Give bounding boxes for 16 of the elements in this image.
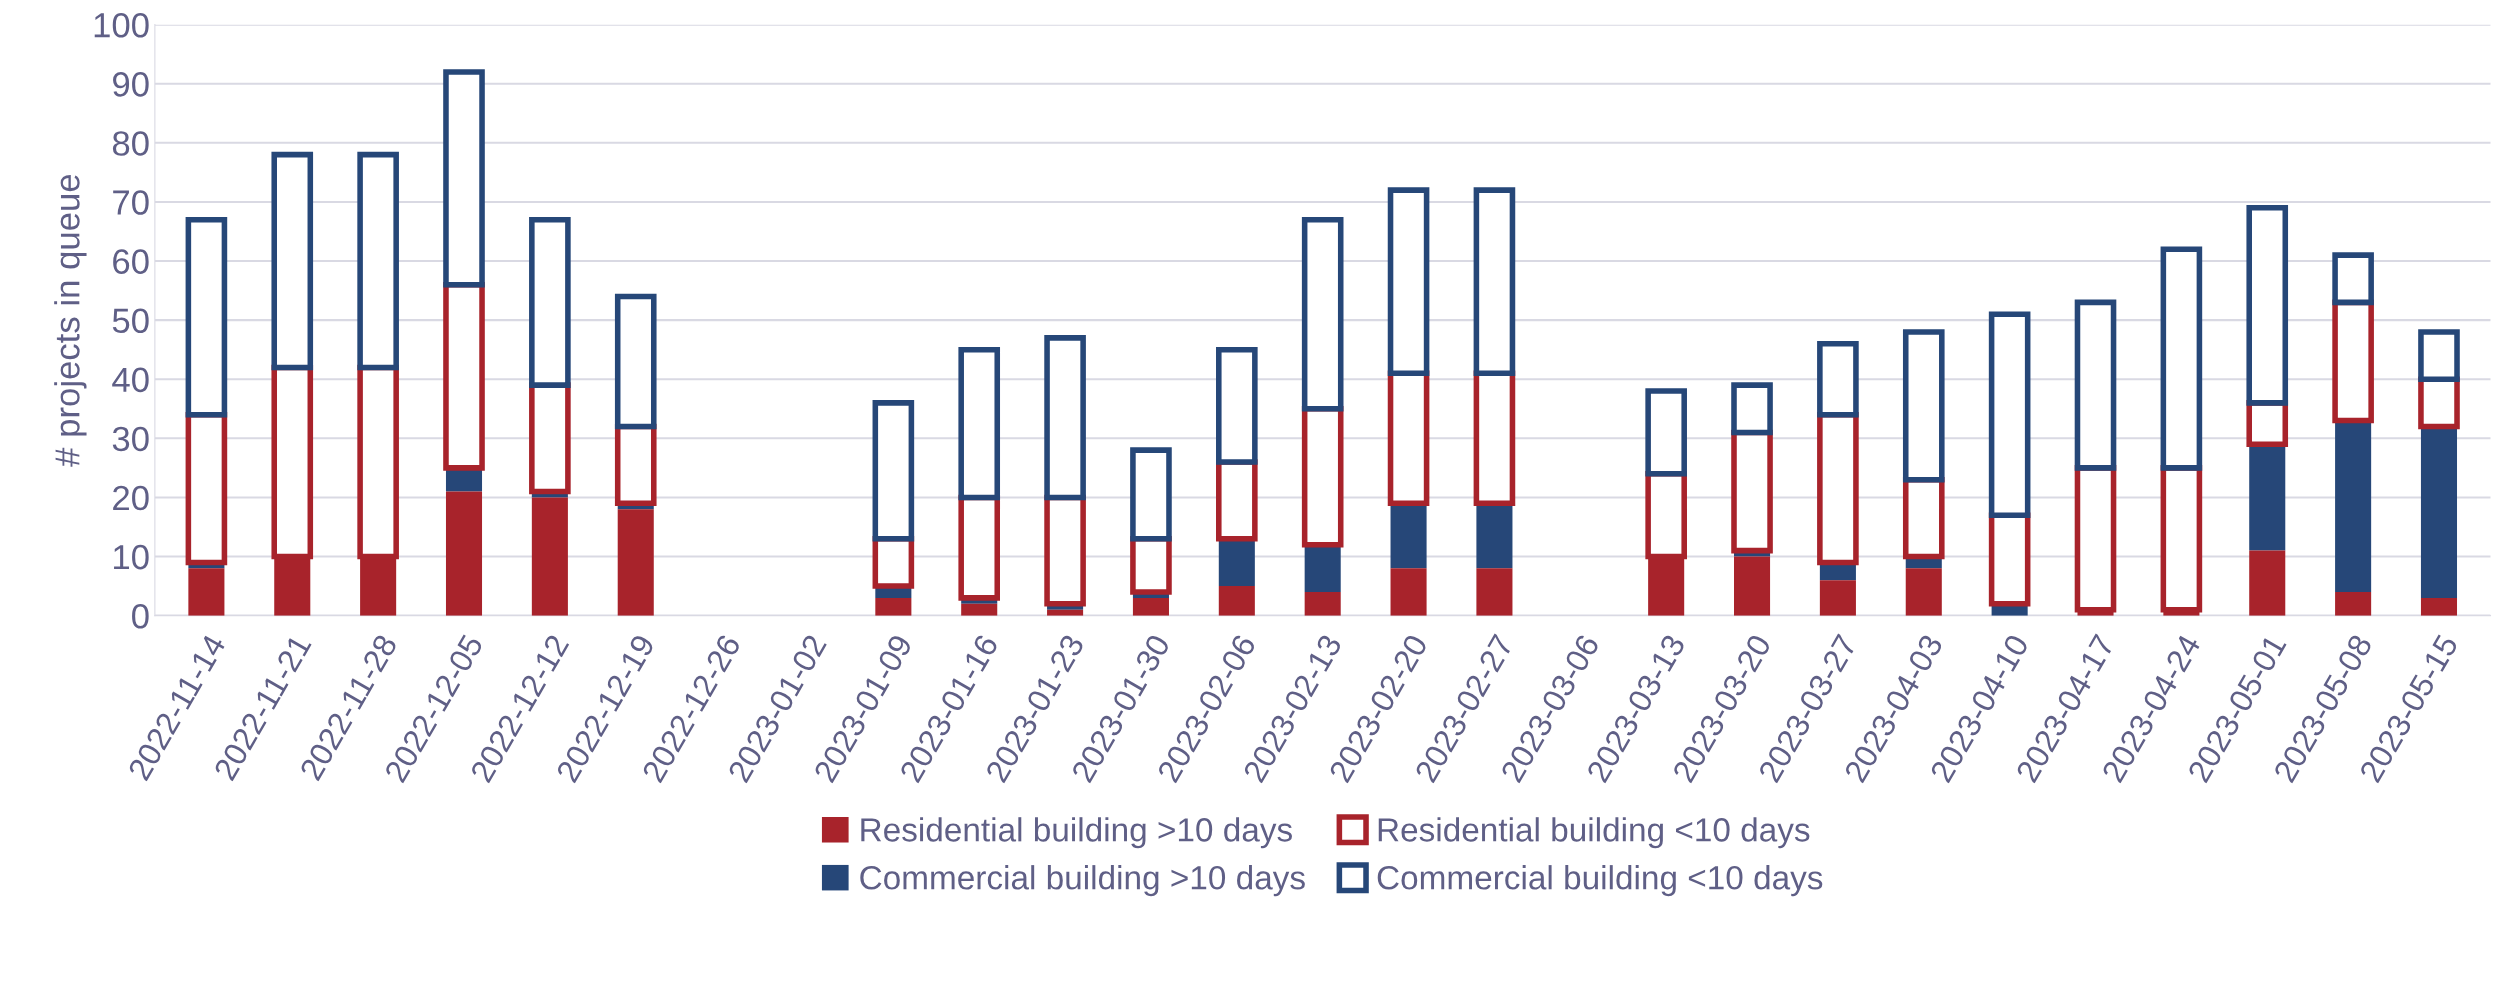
legend-label: Commercial building >10 days — [860, 865, 1305, 897]
y-tick-label: 70 — [113, 190, 149, 215]
legend-label: Residential building <10 days — [1378, 817, 1810, 849]
y-tick-label: 90 — [113, 72, 149, 97]
y-tick-label: 30 — [112, 426, 149, 452]
y-axis-title: # projects in queue — [54, 174, 87, 467]
y-tick-label: 20 — [113, 485, 149, 511]
legend-label: Commercial building <10 days — [1377, 865, 1823, 897]
y-tick-label: 10 — [114, 544, 149, 570]
y-tick-label: 50 — [112, 308, 149, 334]
y-tick-label: 100 — [94, 12, 149, 38]
legend-label: Residential building >10 days — [861, 817, 1292, 849]
y-tick-label: 40 — [112, 367, 149, 393]
y-tick-label: 60 — [113, 249, 149, 274]
y-tick-label: 80 — [112, 131, 149, 156]
y-tick-label: 0 — [132, 603, 149, 629]
